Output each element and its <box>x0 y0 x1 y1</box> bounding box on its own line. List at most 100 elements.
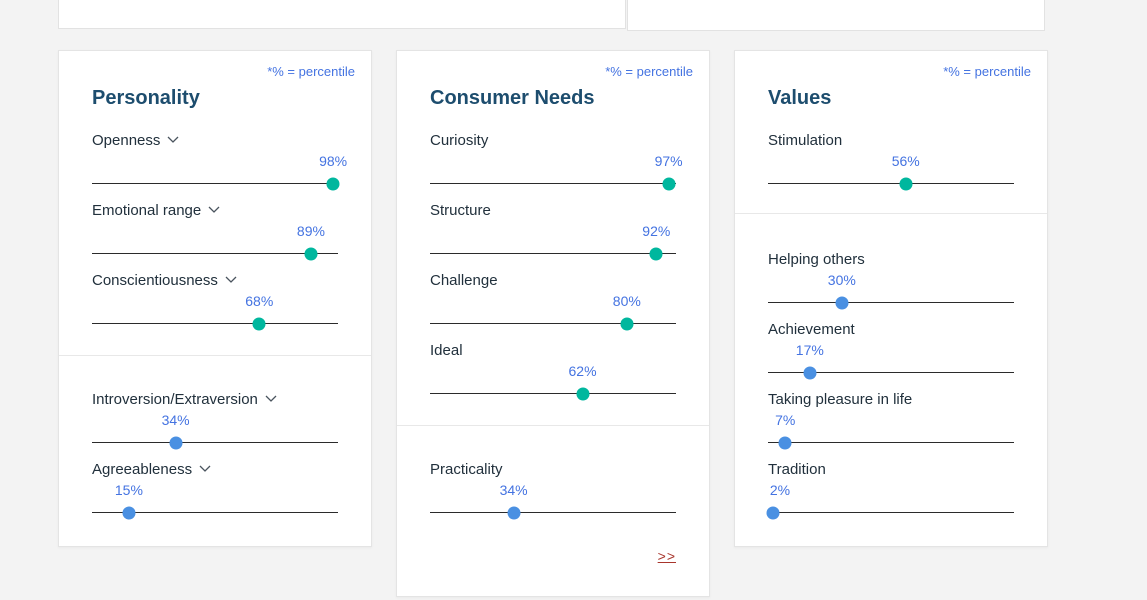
percentile-note: *% = percentile <box>605 64 693 79</box>
card-title-consumer-needs: Consumer Needs <box>430 87 595 109</box>
trait-percent-row: 80% <box>430 293 676 309</box>
trait-percent-value: 62% <box>568 363 597 379</box>
slider-track[interactable] <box>92 183 338 185</box>
trait-row-conscientiousness: Conscientiousness 68% <box>92 271 338 341</box>
chevron-down-icon <box>208 206 220 213</box>
trait-percent-row: 34% <box>92 412 338 428</box>
card-body: Stimulation 56% Helping others 30% Achieveme… <box>735 111 1047 530</box>
trait-label-introversion-extraversion[interactable]: Introversion/Extraversion <box>92 390 338 410</box>
trait-row-helping-others: Helping others 30% <box>768 250 1014 320</box>
trait-slider <box>768 288 1014 320</box>
slider-handle-challenge[interactable] <box>620 317 634 331</box>
trait-slider <box>92 239 338 271</box>
trait-label-practicality: Practicality <box>430 461 503 478</box>
trait-slider <box>92 428 338 460</box>
trait-percent-value: 98% <box>319 153 348 169</box>
card-head: *% = percentile Consumer Needs <box>397 51 709 111</box>
trait-row-achievement: Achievement 17% <box>768 320 1014 390</box>
trait-slider <box>92 169 340 201</box>
trait-percent-value: 15% <box>114 482 143 498</box>
chevron-down-icon <box>225 276 237 283</box>
trait-row-tradition: Tradition 2% <box>766 460 1014 530</box>
slider-handle-stimulation[interactable] <box>899 177 913 191</box>
slider-handle-practicality[interactable] <box>507 506 521 520</box>
slider-track[interactable] <box>430 393 676 395</box>
trait-percent-row: 92% <box>430 223 676 239</box>
trait-slider <box>766 498 1014 530</box>
slider-track[interactable] <box>92 512 338 514</box>
trait-label-conscientiousness[interactable]: Conscientiousness <box>92 271 338 291</box>
slider-handle-agreeableness[interactable] <box>122 506 136 520</box>
trait-percent-row: 2% <box>768 482 1014 498</box>
slider-handle-achievement[interactable] <box>803 366 817 380</box>
slider-track[interactable] <box>92 323 338 325</box>
trait-label-emotional-range[interactable]: Emotional range <box>92 201 338 221</box>
top-panel-left <box>58 0 626 29</box>
slider-handle-conscientiousness[interactable] <box>252 317 266 331</box>
trait-row-introversion-extraversion: Introversion/Extraversion 34% <box>92 390 338 460</box>
card-section-1: Stimulation 56% <box>735 111 1047 213</box>
card-head: *% = percentile Values <box>735 51 1047 111</box>
slider-handle-tradition[interactable] <box>766 506 780 520</box>
trait-slider <box>430 498 676 530</box>
slider-track[interactable] <box>430 253 676 255</box>
trait-slider <box>768 169 1014 201</box>
trait-slider <box>430 379 676 411</box>
trait-label-agreeableness[interactable]: Agreeableness <box>92 460 338 480</box>
slider-track[interactable] <box>768 442 1014 444</box>
trait-percent-value: 92% <box>642 223 671 239</box>
more-link[interactable]: >> <box>657 548 676 564</box>
trait-percent-value: 34% <box>499 482 528 498</box>
trait-label-openness[interactable]: Openness <box>92 131 338 151</box>
slider-handle-helping-others[interactable] <box>835 296 849 310</box>
trait-slider <box>92 498 338 530</box>
slider-track[interactable] <box>768 302 1014 304</box>
consumer-needs-card: *% = percentile Consumer Needs Curiosity… <box>396 50 710 597</box>
trait-row-practicality: Practicality 34% <box>430 460 676 530</box>
percentile-note: *% = percentile <box>267 64 355 79</box>
trait-percent-row: 89% <box>92 223 338 239</box>
slider-handle-openness[interactable] <box>326 177 340 191</box>
trait-percent-row: 98% <box>92 153 347 169</box>
slider-track[interactable] <box>430 512 676 514</box>
trait-percent-value: 97% <box>654 153 683 169</box>
slider-handle-ideal[interactable] <box>576 387 590 401</box>
chevron-down-icon <box>265 395 277 402</box>
card-body: Curiosity 97% Structure 92% Challenge 80% Idea… <box>397 111 709 566</box>
slider-track[interactable] <box>768 183 1014 185</box>
slider-handle-introversion-extraversion[interactable] <box>169 436 183 450</box>
trait-percent-row: 7% <box>768 412 1014 428</box>
trait-percent-value: 56% <box>891 153 920 169</box>
slider-track[interactable] <box>92 253 338 255</box>
slider-handle-emotional-range[interactable] <box>304 247 318 261</box>
more-row: >> <box>430 548 676 566</box>
trait-percent-row: 30% <box>768 272 1014 288</box>
trait-percent-row: 17% <box>768 342 1014 358</box>
trait-percent-value: 7% <box>775 412 796 428</box>
trait-slider <box>92 309 338 341</box>
insights-cards-row: *% = percentile Personality Openness 98% E… <box>58 50 1048 597</box>
slider-track[interactable] <box>430 323 676 325</box>
card-section-1: Curiosity 97% Structure 92% Challenge 80% Idea… <box>397 111 709 425</box>
trait-label-curiosity: Curiosity <box>430 132 489 149</box>
card-title-personality: Personality <box>92 87 200 109</box>
slider-track[interactable] <box>768 512 1014 514</box>
trait-label-ideal: Ideal <box>430 342 463 359</box>
trait-percent-value: 2% <box>769 482 791 498</box>
trait-percent-value: 34% <box>161 412 190 428</box>
trait-row-openness: Openness 98% <box>92 131 347 201</box>
trait-label-achievement: Achievement <box>768 321 855 338</box>
slider-track[interactable] <box>92 442 338 444</box>
card-section-2: Helping others 30% Achievement 17% Taking pl… <box>735 213 1047 530</box>
percentile-note: *% = percentile <box>943 64 1031 79</box>
card-section-1: Openness 98% Emotional range 89% Conscientio… <box>59 111 371 355</box>
slider-handle-taking-pleasure-in-life[interactable] <box>778 436 792 450</box>
slider-handle-curiosity[interactable] <box>662 177 676 191</box>
card-section-2: Introversion/Extraversion 34% Agreeablenes… <box>59 355 371 530</box>
trait-percent-value: 89% <box>296 223 325 239</box>
values-card: *% = percentile Values Stimulation 56% Hel… <box>734 50 1048 547</box>
slider-track[interactable] <box>768 372 1014 374</box>
trait-percent-value: 17% <box>795 342 824 358</box>
slider-handle-structure[interactable] <box>649 247 663 261</box>
slider-track[interactable] <box>430 183 676 185</box>
